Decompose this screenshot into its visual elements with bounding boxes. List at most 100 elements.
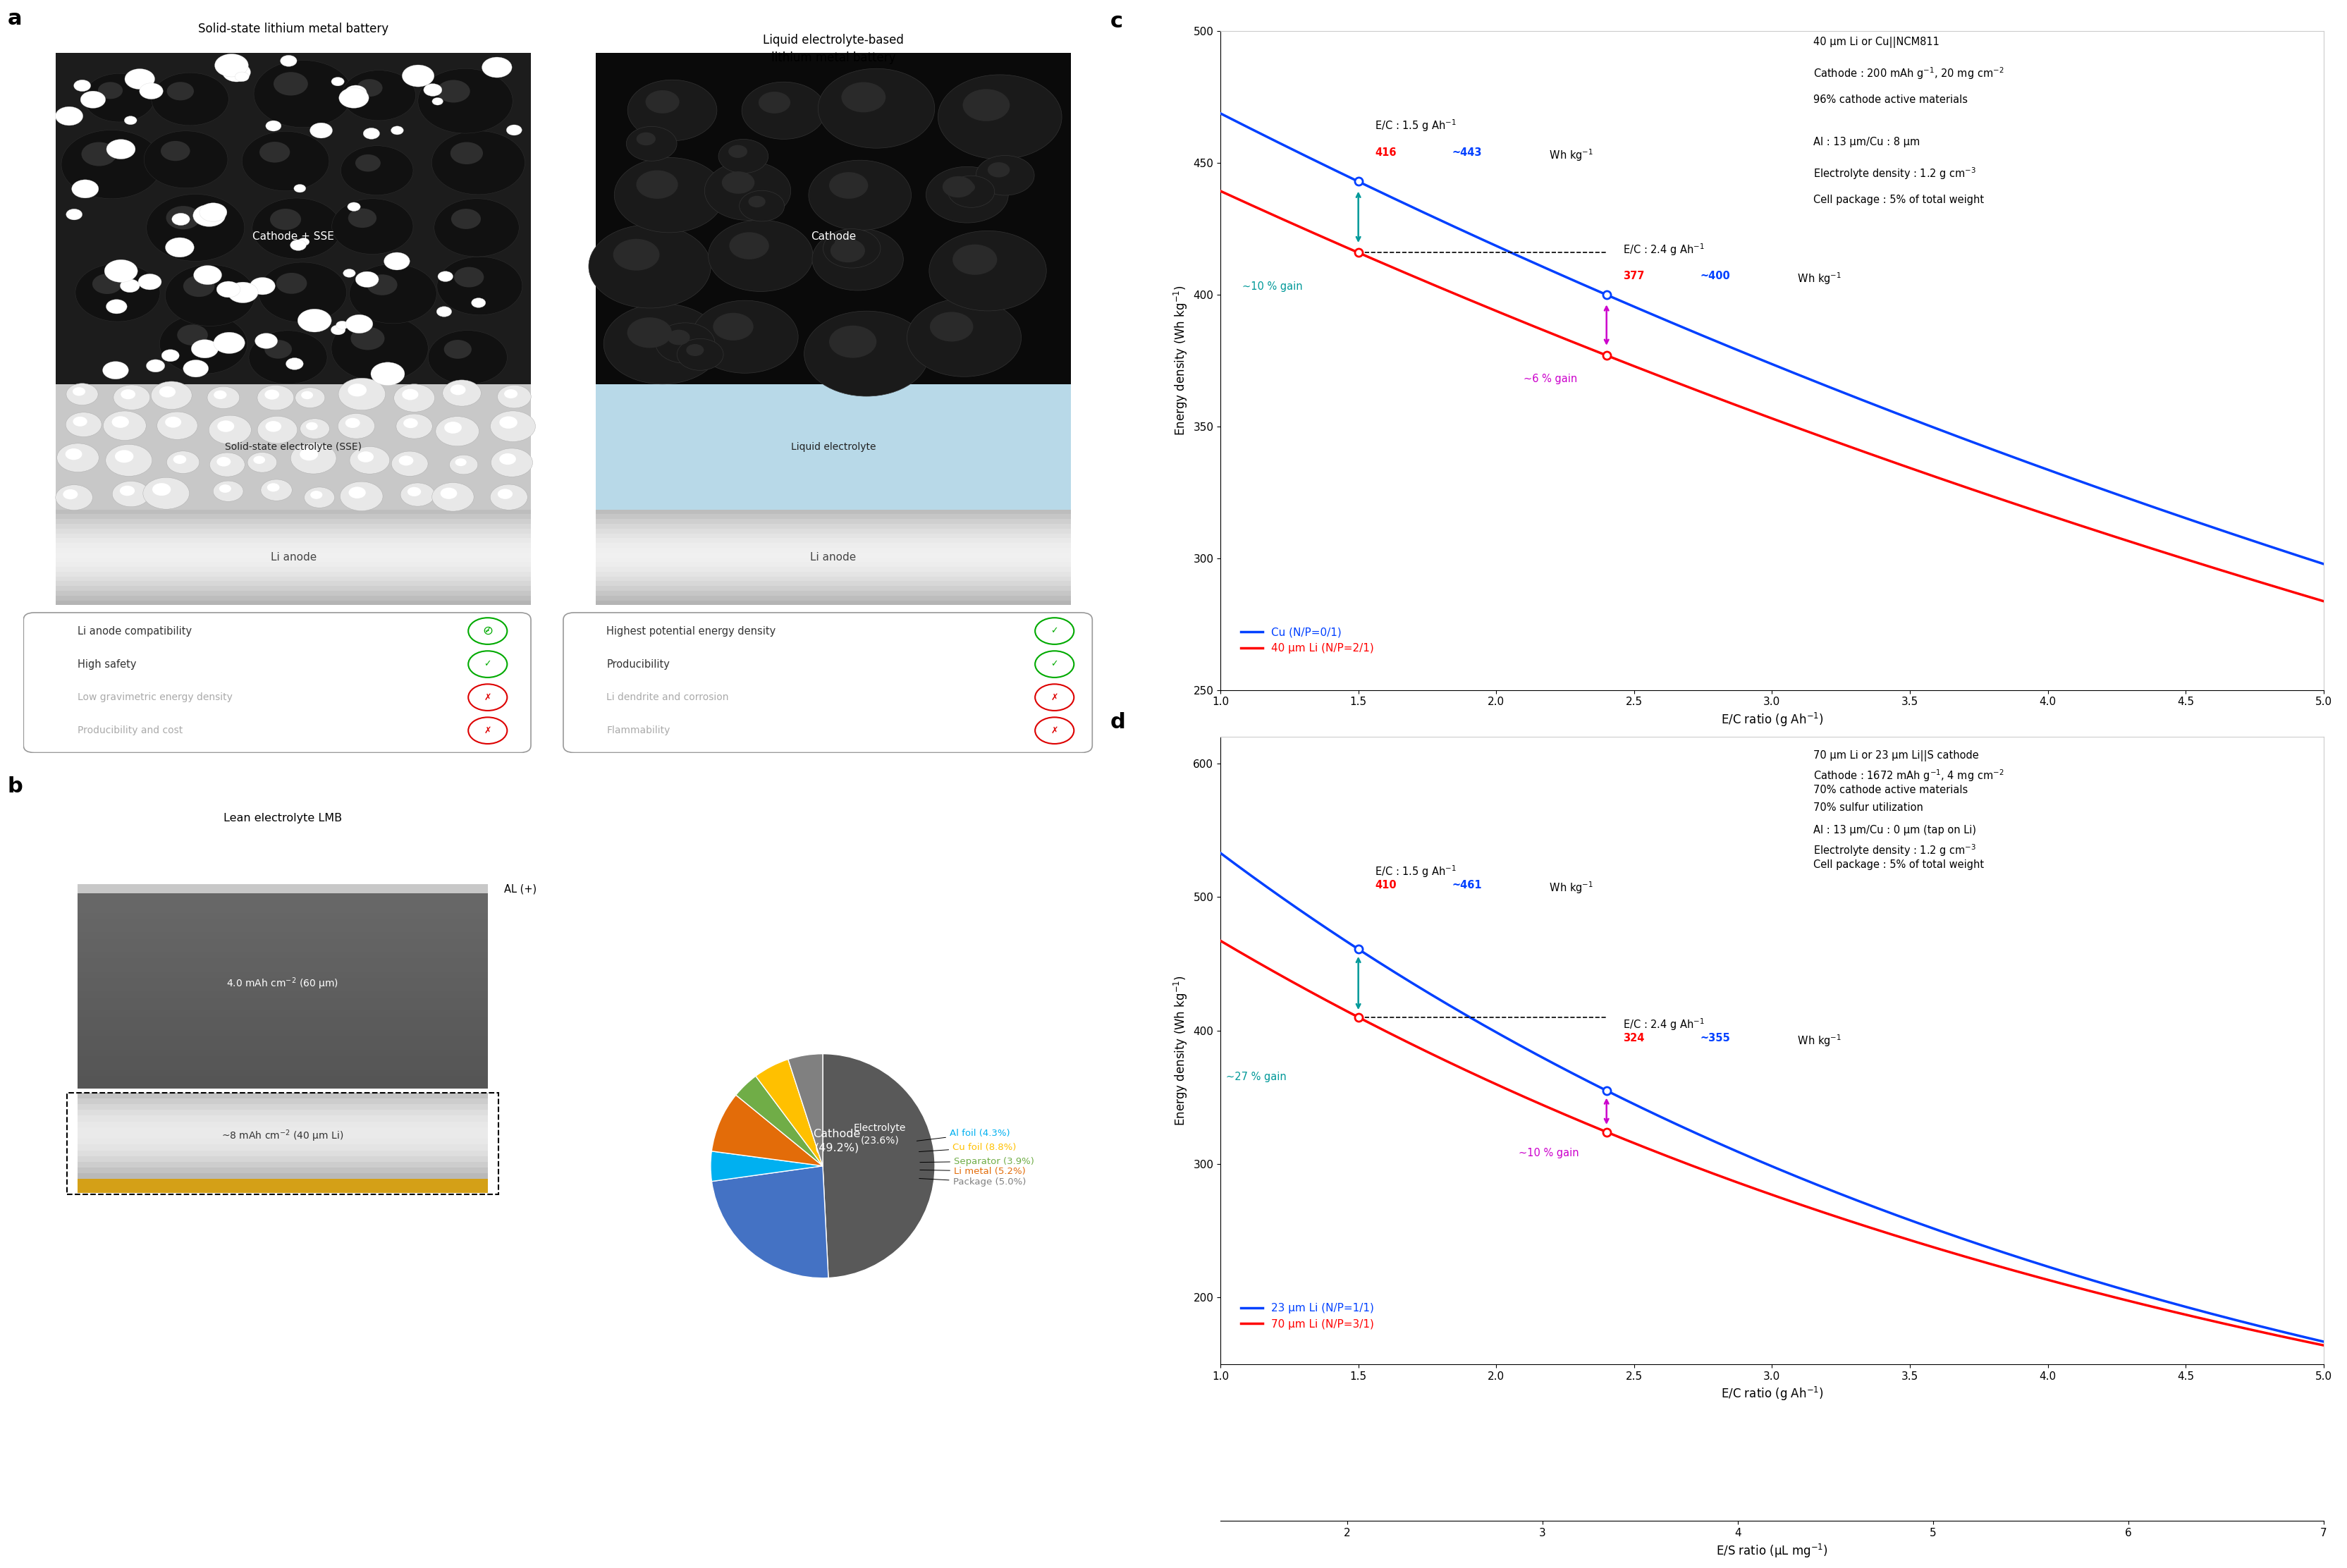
- Circle shape: [291, 442, 336, 474]
- Circle shape: [432, 130, 526, 194]
- Circle shape: [810, 160, 911, 230]
- Text: Cathode + SSE: Cathode + SSE: [253, 232, 333, 241]
- Circle shape: [1035, 717, 1075, 743]
- Circle shape: [103, 411, 146, 441]
- Circle shape: [836, 235, 857, 251]
- Circle shape: [183, 276, 214, 296]
- Circle shape: [498, 489, 512, 499]
- Text: Flammability: Flammability: [606, 726, 671, 735]
- Circle shape: [434, 199, 519, 257]
- Bar: [56, 591, 530, 596]
- Bar: [596, 53, 1070, 384]
- Circle shape: [253, 456, 265, 464]
- Circle shape: [401, 64, 434, 86]
- Circle shape: [371, 362, 404, 386]
- Text: Wh kg$^{-1}$: Wh kg$^{-1}$: [1793, 271, 1842, 287]
- Circle shape: [472, 298, 486, 307]
- Circle shape: [1035, 651, 1075, 677]
- Circle shape: [167, 82, 195, 100]
- Text: ~27 % gain: ~27 % gain: [1225, 1073, 1286, 1082]
- Text: Producibility: Producibility: [606, 659, 669, 670]
- Wedge shape: [737, 1076, 824, 1167]
- Circle shape: [223, 63, 251, 82]
- Circle shape: [174, 455, 185, 464]
- Circle shape: [66, 383, 99, 405]
- Circle shape: [66, 448, 82, 459]
- Circle shape: [350, 447, 390, 474]
- Bar: [56, 563, 530, 568]
- Wedge shape: [756, 1060, 824, 1167]
- Circle shape: [364, 129, 380, 140]
- Circle shape: [150, 381, 192, 409]
- Circle shape: [444, 340, 472, 359]
- Circle shape: [338, 88, 368, 108]
- Circle shape: [469, 717, 507, 743]
- Circle shape: [718, 140, 767, 172]
- Text: Cu foil (8.8%): Cu foil (8.8%): [920, 1143, 1016, 1152]
- Bar: [77, 1082, 488, 1088]
- Circle shape: [422, 83, 441, 96]
- Text: 40 μm Li or Cu||NCM811: 40 μm Li or Cu||NCM811: [1814, 36, 1939, 49]
- Circle shape: [615, 157, 725, 232]
- Text: Al foil (4.3%): Al foil (4.3%): [918, 1129, 1009, 1142]
- Bar: [77, 1179, 488, 1193]
- Text: 70 μm Li or 23 μm Li||S cathode: 70 μm Li or 23 μm Li||S cathode: [1814, 751, 1979, 762]
- Circle shape: [988, 162, 1009, 177]
- Circle shape: [340, 146, 413, 194]
- Bar: [56, 568, 530, 572]
- Circle shape: [115, 450, 134, 463]
- Circle shape: [347, 209, 376, 227]
- Bar: [77, 972, 488, 978]
- Bar: [77, 1024, 488, 1030]
- Y-axis label: Energy density (Wh kg$^{-1}$): Energy density (Wh kg$^{-1}$): [1171, 285, 1190, 436]
- Bar: [77, 1151, 488, 1156]
- Text: 416: 416: [1375, 147, 1396, 158]
- Text: Li dendrite and corrosion: Li dendrite and corrosion: [606, 693, 730, 702]
- Bar: [596, 582, 1070, 586]
- Circle shape: [953, 245, 997, 274]
- Circle shape: [300, 419, 329, 439]
- Circle shape: [929, 312, 974, 342]
- Text: ~355: ~355: [1699, 1033, 1730, 1044]
- Text: ✗: ✗: [483, 726, 491, 735]
- Circle shape: [927, 166, 1009, 223]
- Text: Al : 13 μm/Cu : 0 μm (tap on Li): Al : 13 μm/Cu : 0 μm (tap on Li): [1814, 825, 1976, 836]
- Circle shape: [444, 422, 462, 433]
- Bar: [56, 601, 530, 605]
- Circle shape: [507, 125, 521, 135]
- Circle shape: [498, 386, 530, 408]
- Circle shape: [713, 314, 753, 340]
- Circle shape: [331, 77, 345, 86]
- Bar: [77, 925, 488, 933]
- Circle shape: [56, 107, 82, 125]
- Circle shape: [106, 444, 153, 477]
- Circle shape: [401, 389, 418, 400]
- Circle shape: [723, 171, 756, 194]
- Bar: [596, 596, 1070, 601]
- Bar: [596, 586, 1070, 591]
- Circle shape: [627, 317, 671, 348]
- Circle shape: [603, 304, 721, 384]
- Text: High safety: High safety: [77, 659, 136, 670]
- Bar: [56, 586, 530, 591]
- Bar: [56, 552, 530, 557]
- Circle shape: [120, 389, 136, 400]
- Bar: [77, 1036, 488, 1043]
- Bar: [77, 884, 488, 894]
- Text: Highest potential energy density: Highest potential energy density: [606, 626, 777, 637]
- Bar: [596, 384, 1070, 510]
- Bar: [56, 53, 530, 384]
- Circle shape: [451, 384, 465, 395]
- Bar: [77, 1069, 488, 1076]
- Circle shape: [343, 71, 415, 121]
- Bar: [596, 543, 1070, 547]
- Circle shape: [453, 267, 483, 287]
- Circle shape: [124, 116, 136, 124]
- Bar: [56, 528, 530, 533]
- Circle shape: [216, 281, 239, 298]
- Text: Wh kg$^{-1}$: Wh kg$^{-1}$: [1547, 147, 1594, 163]
- Bar: [77, 1018, 488, 1024]
- Bar: [77, 1104, 488, 1110]
- Bar: [77, 1138, 488, 1145]
- Circle shape: [84, 74, 155, 122]
